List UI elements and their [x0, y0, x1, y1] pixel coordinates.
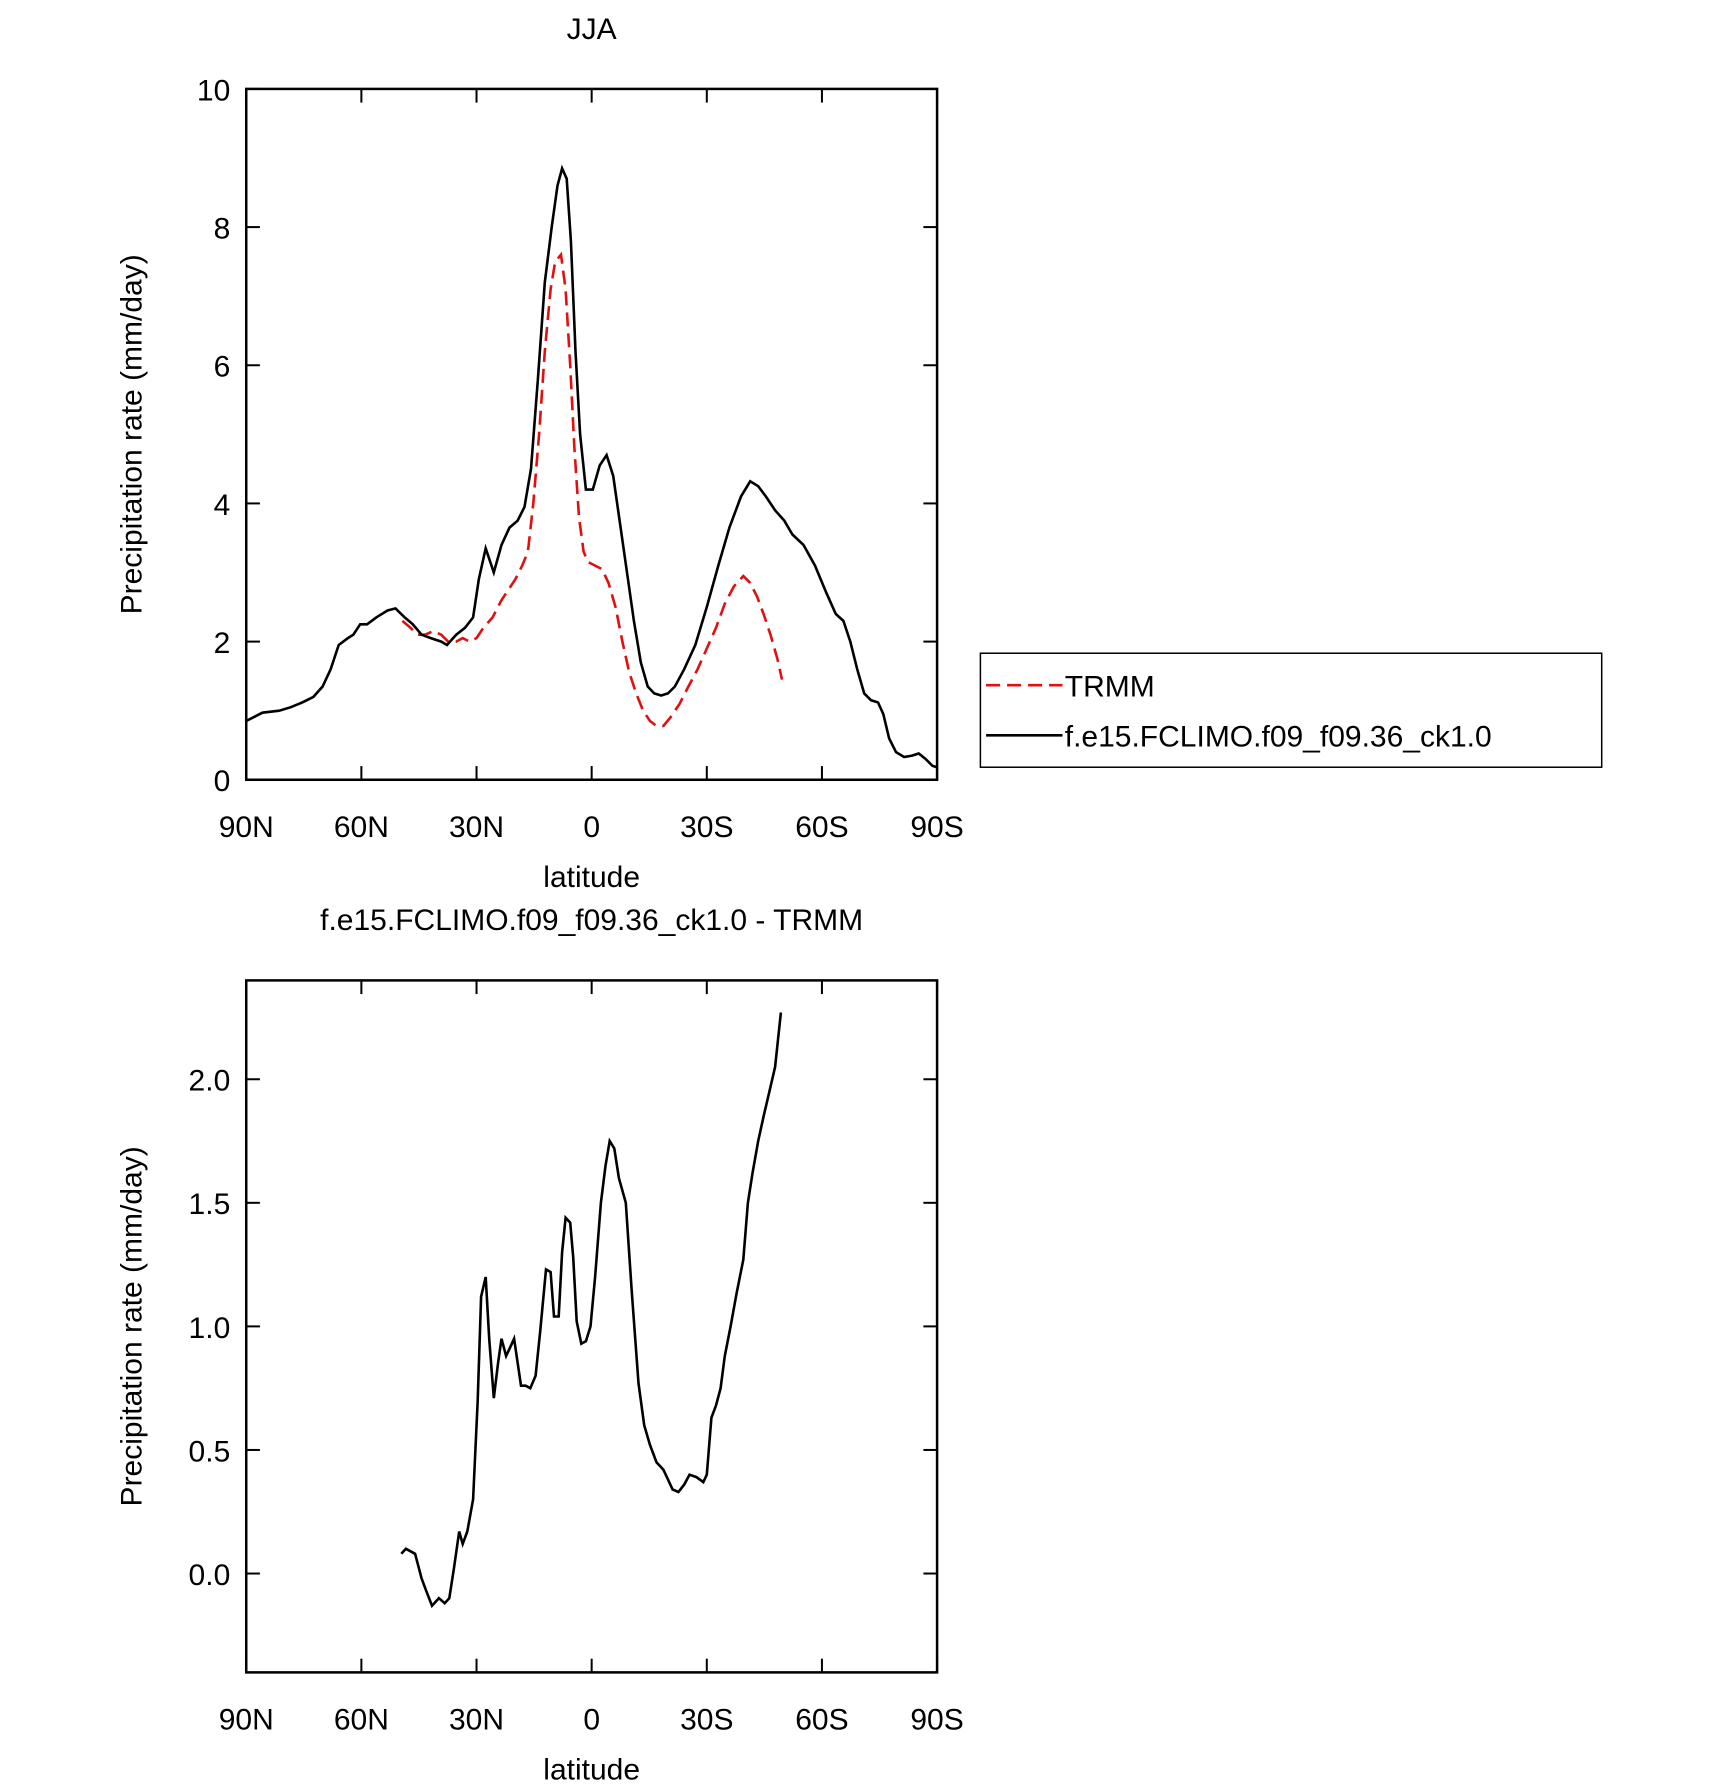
chart-title: JJA	[567, 13, 617, 46]
legend-label: TRMM	[1065, 671, 1155, 704]
x-tick-label: 90S	[910, 811, 963, 844]
x-axis-label: latitude	[543, 1754, 640, 1787]
y-tick-label: 6	[214, 351, 231, 384]
y-tick-label: 2.0	[189, 1065, 231, 1098]
x-axis-label: latitude	[543, 861, 640, 894]
x-tick-label: 0	[583, 1703, 600, 1736]
x-tick-label: 60N	[334, 1703, 389, 1736]
y-tick-label: 2	[214, 627, 231, 660]
plot-frame	[244, 87, 939, 782]
y-tick-label: 8	[214, 212, 231, 245]
x-tick-label: 30N	[449, 811, 504, 844]
x-tick-label: 60S	[795, 1703, 848, 1736]
data-line	[245, 164, 938, 769]
chart-title: f.e15.FCLIMO.f09_f09.36_ck1.0 - TRMM	[320, 904, 863, 937]
x-tick-label: 30S	[680, 1703, 733, 1736]
x-tick-label: 30N	[449, 1703, 504, 1736]
y-tick-label: 1.5	[189, 1188, 231, 1221]
legend-label: f.e15.FCLIMO.f09_f09.36_ck1.0	[1065, 721, 1492, 754]
y-tick-label: 0.0	[189, 1559, 231, 1592]
data-line	[400, 1012, 783, 1609]
x-tick-label: 60N	[334, 811, 389, 844]
data-line	[401, 251, 784, 728]
y-axis-label: Precipitation rate (mm/day)	[115, 1146, 148, 1506]
y-tick-label: 0.5	[189, 1435, 231, 1468]
y-tick-label: 4	[214, 489, 231, 522]
legend-box	[979, 652, 1603, 768]
y-tick-label: 0	[214, 765, 231, 798]
x-tick-label: 90N	[219, 1703, 274, 1736]
y-tick-label: 1.0	[189, 1312, 231, 1345]
x-tick-label: 30S	[680, 811, 733, 844]
y-tick-label: 10	[197, 74, 230, 107]
x-tick-label: 60S	[795, 811, 848, 844]
x-tick-label: 0	[583, 811, 600, 844]
y-axis-label: Precipitation rate (mm/day)	[115, 254, 148, 614]
plot-frame	[244, 979, 939, 1674]
x-tick-label: 90S	[910, 1703, 963, 1736]
x-tick-label: 90N	[219, 811, 274, 844]
